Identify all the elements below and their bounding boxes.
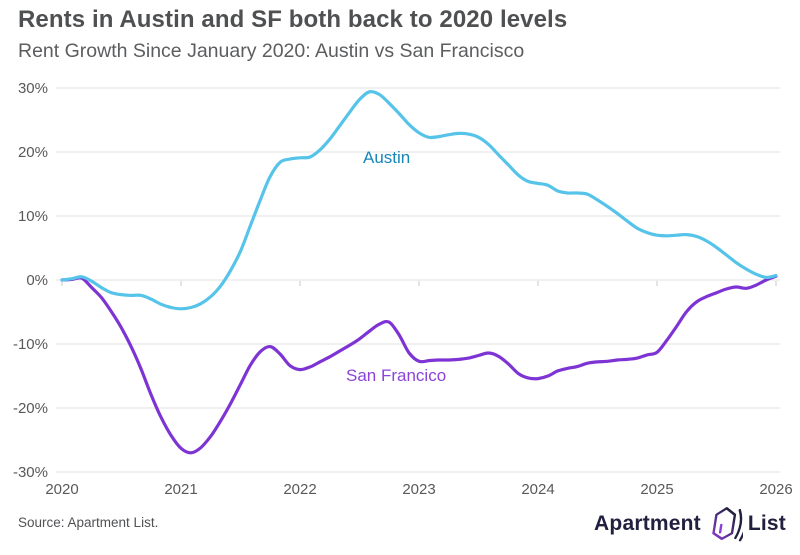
x-tick-label: 2022 (283, 481, 316, 498)
y-tick-label: -10% (13, 336, 48, 353)
y-tick-label: -20% (13, 400, 48, 417)
x-tick-label: 2023 (402, 481, 435, 498)
chart-title: Rents in Austin and SF both back to 2020… (18, 6, 568, 33)
x-tick-label: 2025 (640, 481, 673, 498)
x-tick-label: 2020 (45, 481, 78, 498)
x-tick-label: 2021 (164, 481, 197, 498)
house-icon (706, 504, 743, 544)
chart-subtitle: Rent Growth Since January 2020: Austin v… (18, 40, 525, 62)
source-note: Source: Apartment List. (18, 515, 159, 530)
sf-series-label: San Francico (346, 366, 447, 385)
series-line-austin (60, 90, 778, 311)
apartment-list-logo: Apartment List (594, 504, 786, 544)
x-tick-label: 2024 (521, 481, 554, 498)
logo-word-list: List (747, 512, 786, 535)
y-tick-label: 0% (26, 272, 48, 289)
austin-series-label: Austin (363, 148, 411, 167)
y-tick-label: 10% (18, 208, 48, 225)
x-tick-label: 2026 (759, 481, 792, 498)
y-tick-label: 30% (18, 80, 48, 97)
y-tick-label: 20% (18, 144, 48, 161)
series-line-san-francisco (60, 274, 778, 455)
y-tick-label: -30% (13, 464, 48, 481)
logo-word-apartment: Apartment (594, 512, 701, 535)
